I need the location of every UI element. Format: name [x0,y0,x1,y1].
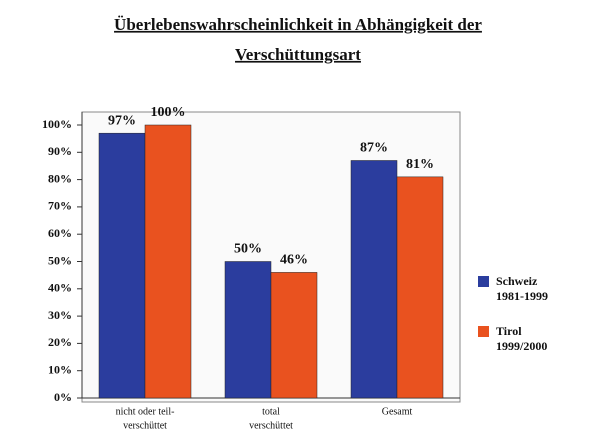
y-tick-label: 30% [48,308,72,322]
value-label: 97% [108,113,136,128]
x-tick-label: nicht oder teil- [116,406,175,417]
x-tick-label: verschüttet [249,420,293,431]
y-tick-label: 80% [48,171,72,185]
value-label: 100% [151,105,186,120]
legend-label: Tirol [496,324,522,338]
y-tick-label: 60% [48,226,72,240]
value-label: 50% [234,242,262,257]
x-tick-label: verschüttet [123,420,167,431]
chart-title: Verschüttungsart [235,45,361,64]
y-tick-label: 20% [48,335,72,349]
y-tick-label: 10% [48,362,72,376]
bar [396,176,444,399]
legend-swatch [478,326,489,337]
chart-title: Überlebenswahrscheinlichkeit in Abhängig… [114,15,482,34]
y-tick-label: 50% [48,253,72,267]
legend-swatch [478,276,489,287]
legend-label: Schweiz [496,274,538,288]
x-tick-label: total [262,406,280,417]
x-tick-label: Gesamt [382,406,413,417]
value-label: 87% [360,141,388,156]
y-tick-label: 90% [48,144,72,158]
y-tick-label: 0% [54,390,72,404]
value-label: 46% [280,253,308,268]
legend-label: 1999/2000 [496,339,547,353]
bar [98,132,146,399]
bar [350,160,398,399]
bar [270,272,318,399]
y-tick-label: 100% [42,117,72,131]
bar [224,261,272,399]
y-tick-label: 70% [48,199,72,213]
bar [144,124,192,399]
value-label: 81% [406,157,434,172]
legend-label: 1981-1999 [496,289,548,303]
y-tick-label: 40% [48,281,72,295]
